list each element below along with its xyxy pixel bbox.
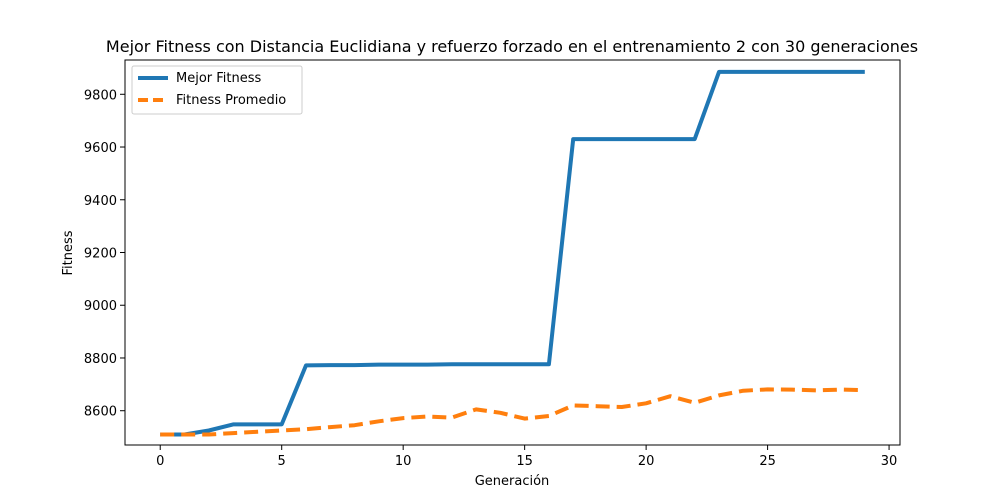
x-axis-ticks: 0 5 10 15 20 25 30 — [156, 445, 897, 469]
legend-label-fitness-promedio: Fitness Promedio — [176, 93, 286, 108]
series-line-mejor-fitness — [160, 69, 865, 437]
series-layer — [160, 69, 865, 437]
y-tick-label: 8800 — [84, 352, 117, 367]
y-axis-ticks: 8600 8800 9000 9200 9400 9600 9800 — [84, 88, 125, 420]
legend-box — [131, 65, 303, 115]
plot-area — [124, 59, 901, 446]
x-tick-label: 5 — [278, 454, 286, 469]
series-line-fitness-promedio — [160, 387, 865, 437]
legend-label-mejor-fitness: Mejor Fitness — [176, 71, 262, 86]
x-axis-label: Generación — [475, 474, 550, 489]
x-tick-label: 0 — [156, 454, 164, 469]
y-tick-label: 9200 — [84, 247, 117, 262]
x-tick-label: 30 — [881, 454, 898, 469]
x-tick-label: 15 — [516, 454, 533, 469]
y-axis-label: Fitness — [61, 230, 76, 275]
y-tick-label: 9800 — [84, 88, 117, 103]
y-tick-label: 8600 — [84, 405, 117, 420]
legend: Mejor Fitness Fitness Promedio — [131, 65, 303, 115]
chart-title: Mejor Fitness con Distancia Euclidiana y… — [106, 37, 918, 56]
y-tick-label: 9400 — [84, 194, 117, 209]
x-tick-label: 20 — [638, 454, 655, 469]
y-tick-label: 9000 — [84, 299, 117, 314]
y-tick-label: 9600 — [84, 141, 117, 156]
x-tick-label: 25 — [759, 454, 776, 469]
x-tick-label: 10 — [395, 454, 412, 469]
